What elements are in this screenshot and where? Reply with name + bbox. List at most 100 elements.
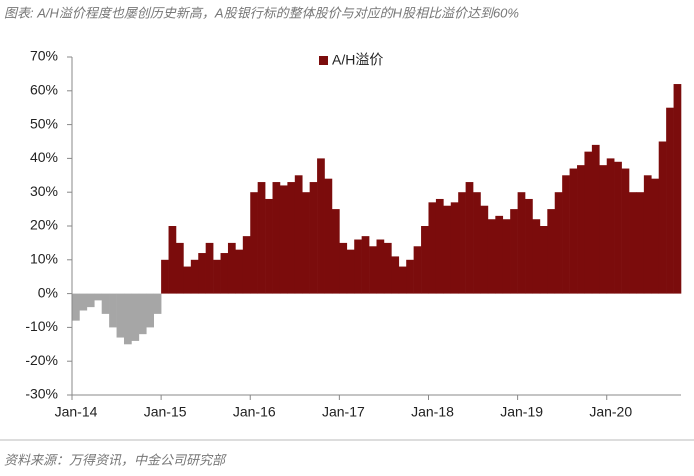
bar [86,293,95,308]
bar [465,182,474,294]
bar [109,293,117,328]
bar [101,293,110,314]
bar [591,144,600,294]
bar [190,259,199,294]
bar [651,178,660,294]
bar [287,182,296,294]
bar [643,175,652,294]
bar [569,168,578,294]
bar [242,236,251,294]
y-tick-label: 30% [30,183,58,199]
bar [213,259,221,294]
legend-label: A/H溢价 [332,52,383,68]
bar [413,246,422,294]
bar [428,202,437,294]
bar [146,293,154,328]
bar [473,192,481,294]
bar [279,185,288,294]
bar [480,205,489,294]
legend-swatch [319,56,328,65]
bar [346,249,355,294]
y-tick-label: -20% [25,352,58,368]
bar [272,182,281,294]
bar [658,141,667,294]
bar [517,192,526,294]
bar [487,219,496,294]
bar [72,293,80,321]
bar [116,293,125,338]
bar [220,253,229,294]
x-tick-label: Jan-15 [144,404,187,420]
bar [354,239,362,294]
y-tick-label: -30% [25,386,58,402]
bar [458,192,466,294]
bar [495,215,504,294]
bar [175,242,184,294]
bar [547,209,556,294]
bar [525,198,533,294]
bar [391,256,400,294]
chart-title: 图表: A/H溢价程度也屡创历史新高，A股银行标的整体股价与对应的H股相比溢价达… [4,5,519,20]
bar [138,293,147,335]
bar [309,182,318,294]
bar [123,293,132,345]
bar [614,161,622,294]
bar [421,226,429,294]
bar [502,219,511,294]
bar [361,236,370,294]
bar [153,293,162,314]
y-tick-label: 70% [30,48,58,64]
bar [554,192,563,294]
bar [331,209,340,294]
bar [450,202,459,294]
x-tick-label: Jan-18 [411,404,454,420]
y-tick-label: 20% [30,217,58,233]
bar [443,205,452,294]
bar [265,198,273,294]
bar [629,192,637,294]
bar [673,84,682,294]
bar [227,242,236,294]
bar [636,192,645,294]
bar [94,293,103,301]
bar [606,158,615,294]
bar [369,246,377,294]
bar [621,168,630,294]
x-tick-label: Jan-19 [500,404,543,420]
bar [161,259,169,294]
bar [577,165,585,294]
y-tick-label: 40% [30,149,58,165]
bar [79,293,88,311]
x-tick-label: Jan-14 [55,404,98,420]
bar [168,226,177,294]
y-tick-label: 50% [30,115,58,131]
bar [257,182,266,294]
bar [376,239,385,294]
bar [294,175,303,294]
bar [510,209,518,294]
bar [562,175,570,294]
bar [205,242,214,294]
y-tick-label: -10% [25,318,58,334]
bar [302,192,310,294]
bar [183,266,192,294]
bar [406,259,414,294]
bar [599,165,608,294]
bar [532,219,541,294]
y-tick-label: 10% [30,251,58,267]
bar [131,293,140,341]
bar [435,198,444,294]
y-tick-label: 60% [30,82,58,98]
bar [398,266,407,294]
bar [584,151,593,294]
x-tick-label: Jan-16 [233,404,276,420]
x-tick-label: Jan-20 [589,404,632,420]
x-tick-label: Jan-17 [322,404,365,420]
bar [383,242,392,294]
bar [198,253,206,294]
bar [235,249,244,294]
bar [339,242,348,294]
source: 资料来源：万得资讯，中金公司研究部 [4,452,227,467]
bar [539,226,548,294]
